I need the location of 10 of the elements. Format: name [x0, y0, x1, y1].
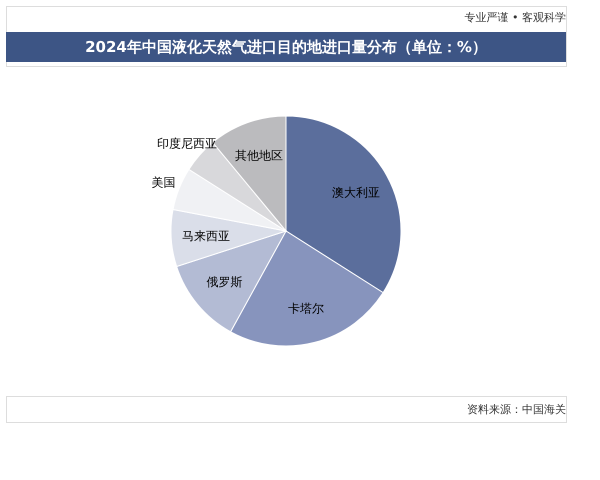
text: 资料来源：中国海关: [467, 403, 566, 416]
slice-label: 美国: [151, 175, 176, 190]
slice-label: 印度尼西亚: [156, 136, 217, 151]
slice-label: 卡塔尔: [288, 301, 324, 316]
slice-label: 其他地区: [234, 148, 283, 163]
text: 专业严谨 • 客观科学: [464, 11, 566, 24]
slice-label: 澳大利亚: [332, 185, 380, 200]
slice-label: 俄罗斯: [206, 274, 242, 289]
chart-title: 2024年中国液化天然气进口目的地进口量分布（单位：%）: [85, 38, 487, 56]
slice-label: 马来西亚: [182, 229, 230, 244]
